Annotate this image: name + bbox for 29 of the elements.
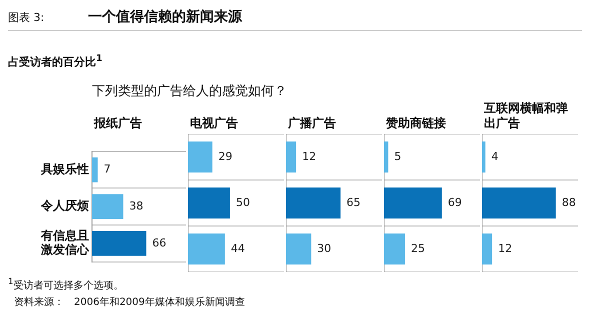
chart-title: 电视广告 bbox=[190, 116, 239, 131]
text: 一个值得信赖的新闻来源 bbox=[88, 8, 242, 26]
text: $^{1}$受访者可选择多个选项。 bbox=[8, 276, 124, 292]
chart-title: 互联网横幅和弹出广告 bbox=[484, 100, 569, 131]
chart-title: 赞助商链接 bbox=[386, 116, 447, 131]
data-label: 66 bbox=[152, 236, 166, 249]
text: 下列类型的广告给人的感觉如何？ bbox=[91, 82, 288, 100]
data-label: 38 bbox=[129, 199, 144, 212]
data-label: 12 bbox=[302, 150, 316, 163]
data-label: 30 bbox=[317, 242, 332, 255]
y-tick-label: 令人厌烦 bbox=[40, 198, 89, 212]
y-axis-title: 占受访者的百分比$^{1}$ bbox=[8, 53, 104, 70]
chart-title: 广播广告 bbox=[288, 116, 337, 131]
text: 图表 3: bbox=[8, 10, 46, 25]
data-label: 7 bbox=[104, 162, 111, 176]
data-label: 69 bbox=[448, 196, 462, 209]
data-label: 65 bbox=[346, 196, 361, 209]
data-label: 12 bbox=[498, 242, 512, 255]
data-label: 88 bbox=[562, 196, 576, 209]
data-label: 25 bbox=[410, 242, 425, 255]
y-tick-label: 有信息且激发信心 bbox=[40, 228, 90, 256]
text: 资料来源： 2006年和2009年媒体和娱乐新闻调查 bbox=[13, 296, 246, 309]
y-tick-label: 具娱乐性 bbox=[40, 162, 89, 176]
data-label: 50 bbox=[236, 196, 250, 209]
data-label: 4 bbox=[491, 150, 498, 163]
chart-title: 报纸广告 bbox=[94, 116, 143, 131]
data-label: 29 bbox=[218, 150, 232, 163]
data-label: 44 bbox=[230, 242, 245, 255]
data-label: 5 bbox=[394, 150, 402, 163]
